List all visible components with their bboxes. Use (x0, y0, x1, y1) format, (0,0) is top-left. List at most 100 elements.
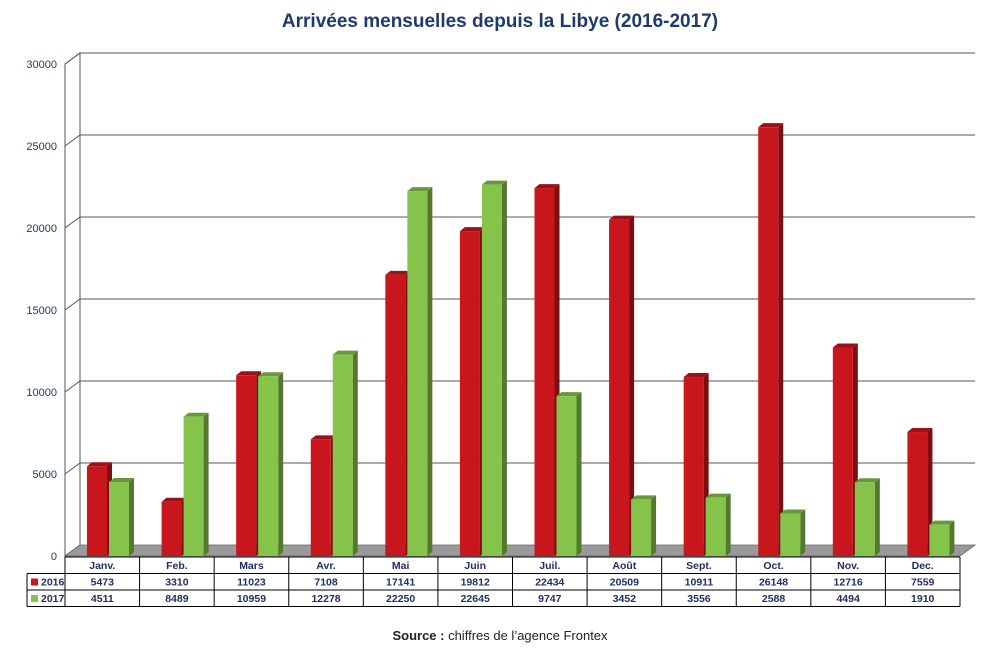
bar-top (609, 215, 635, 220)
bar-front (310, 439, 331, 556)
bar (459, 227, 485, 557)
bar-side (629, 215, 635, 556)
bar-front (929, 524, 950, 556)
y-tick-label: 25000 (26, 141, 57, 153)
bar-side (800, 509, 806, 556)
gridline (64, 380, 975, 393)
category-label: Nov. (837, 560, 859, 572)
bar-top (161, 497, 187, 502)
bar (854, 478, 880, 556)
bar-side (278, 372, 284, 556)
bar (556, 392, 582, 556)
floor (63, 544, 977, 557)
bar-top (534, 184, 560, 189)
bar-front (832, 347, 853, 556)
bar-front (683, 377, 704, 556)
bar-front (109, 482, 129, 556)
bar-front (258, 376, 279, 556)
y-tick-label: 20000 (26, 223, 57, 235)
data-label: 10959 (237, 593, 266, 605)
category-label: Janv. (89, 560, 115, 572)
bar-side (129, 478, 134, 556)
bar-top (87, 462, 112, 467)
category-label: Dec. (912, 560, 934, 572)
bar (758, 123, 784, 557)
bar (929, 520, 955, 556)
chart-plot-area (63, 52, 977, 557)
category-label: Avr. (316, 560, 336, 572)
data-label: 8489 (165, 593, 189, 605)
bar-side (651, 495, 657, 556)
bar-front (534, 188, 555, 556)
category-label: Août (612, 560, 636, 572)
data-label: 3452 (613, 593, 637, 605)
bar-front (183, 416, 204, 556)
bar (609, 215, 635, 556)
y-tick-label: 10000 (26, 387, 57, 399)
category-label: Juin (464, 560, 486, 572)
bar-top (758, 123, 784, 128)
source-text: chiffres de l’agence Frontex (444, 628, 608, 643)
bar-top (929, 520, 955, 525)
bar-side (725, 493, 731, 556)
category-label: Feb. (166, 560, 188, 572)
data-table: Janv. Feb. Mars Avr. Mai Juin Juil. Août Sept. Oc… (26, 556, 961, 607)
bar-front (780, 513, 801, 556)
bar (385, 270, 411, 556)
bar (481, 180, 507, 556)
data-label: 2588 (762, 593, 786, 605)
bar-top (832, 343, 858, 348)
bar-side (501, 180, 507, 556)
bar (705, 493, 731, 556)
bar-front (161, 501, 182, 556)
y-tick-label: 15000 (26, 305, 57, 317)
legend-swatch (31, 595, 38, 602)
bar-front (556, 396, 577, 556)
data-label: 7108 (314, 577, 338, 589)
gridline (64, 298, 975, 311)
bar-top (459, 227, 485, 232)
data-label: 12716 (834, 577, 863, 589)
data-label: 3556 (687, 593, 711, 605)
bar-front (332, 354, 353, 556)
bar-top (183, 412, 209, 417)
data-label: 5473 (91, 577, 115, 589)
category-label: Oct. (763, 560, 784, 572)
bar-front (854, 482, 875, 556)
bar-top (683, 373, 709, 378)
bar-front (87, 466, 107, 556)
bar-top (481, 180, 507, 185)
bar (310, 435, 336, 556)
bars (87, 123, 955, 557)
gridline (64, 462, 975, 475)
bar-top (556, 392, 582, 397)
chart-title: Arrivées mensuelles depuis la Libye (201… (282, 11, 718, 32)
legend-label: 2016 (41, 577, 65, 589)
category-label: Mai (392, 560, 410, 572)
bar-top (385, 270, 411, 275)
legend-label: 2017 (41, 593, 65, 605)
y-axis-ticks: 0 5000 10000 15000 20000 25000 30000 (26, 59, 57, 563)
category-label: Mars (239, 560, 264, 572)
bar (183, 412, 209, 556)
gridline (64, 134, 975, 147)
bar-side (874, 478, 880, 556)
data-label: 4511 (91, 593, 114, 605)
bar (907, 428, 933, 556)
bar (161, 497, 187, 556)
category-label: Sept. (686, 560, 712, 572)
bar (87, 462, 112, 556)
data-label: 7559 (911, 577, 935, 589)
bar-side (352, 350, 358, 556)
bar (109, 478, 134, 556)
bar-front (609, 219, 630, 556)
bar-top (109, 478, 134, 483)
bar (407, 187, 433, 556)
data-label: 9747 (538, 593, 562, 605)
bar-front (459, 231, 480, 557)
gridlines (64, 52, 975, 475)
bar-top (780, 509, 806, 514)
bar (631, 495, 657, 556)
bar-front (907, 432, 928, 556)
data-label: 19812 (461, 577, 490, 589)
